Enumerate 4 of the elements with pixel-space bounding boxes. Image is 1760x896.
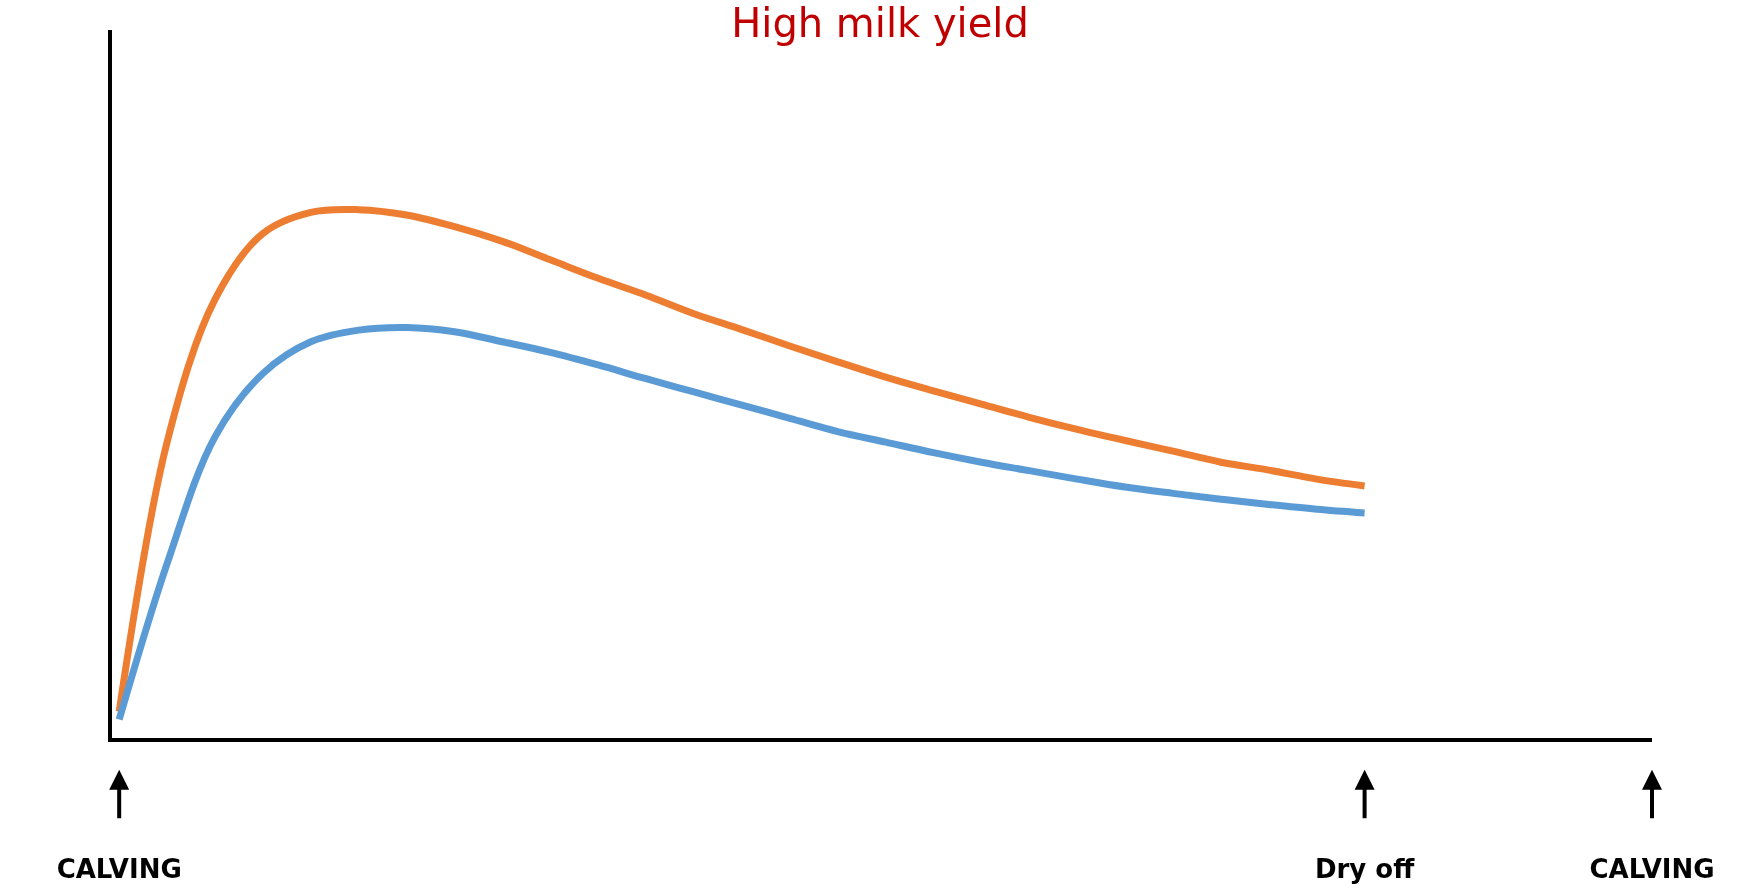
x-tick-label: CALVING [1589, 854, 1715, 885]
x-tick-label: Dry off [1314, 854, 1416, 885]
chart-title: High milk yield [731, 0, 1029, 46]
x-tick-label: CALVING [56, 854, 182, 885]
